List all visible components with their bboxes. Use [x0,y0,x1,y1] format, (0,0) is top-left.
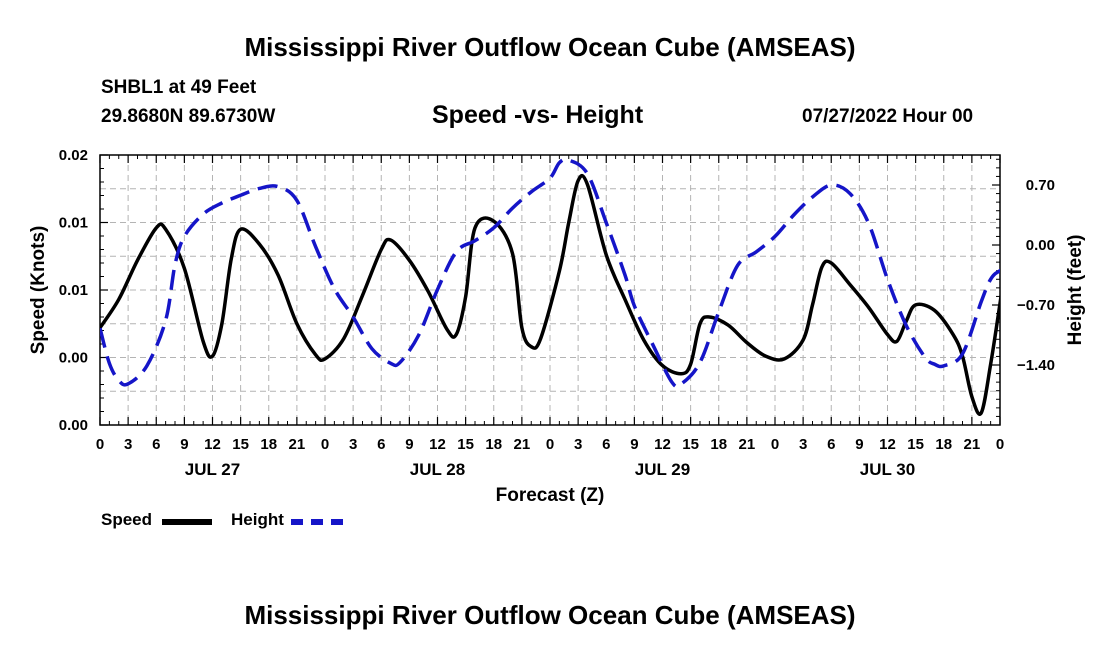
y-right-axis-label: Height (feet) [1065,235,1086,346]
y-right-tick-label: −1.40 [1017,357,1055,374]
x-tick-label: 0 [321,436,329,453]
y-right-tick-label: −0.70 [1017,297,1055,314]
x-tick-label: 18 [485,436,502,453]
date-label: JUL 29 [635,460,690,479]
chart-title: Speed -vs- Height [432,101,644,129]
page-title: Mississippi River Outflow Ocean Cube (AM… [244,32,856,62]
height-series-line [100,157,1000,389]
y-left-tick-label: 0.00 [59,417,88,434]
x-tick-label: 12 [654,436,671,453]
x-axis-label: Forecast (Z) [496,485,605,506]
footer-title: Mississippi River Outflow Ocean Cube (AM… [244,600,856,630]
legend-height-swatch [291,519,343,525]
date-label: JUL 28 [410,460,465,479]
x-tick-label: 15 [682,436,699,453]
date-label: JUL 27 [185,460,240,479]
legend-speed-swatch [162,519,212,525]
x-tick-label: 12 [879,436,896,453]
x-tick-label: 15 [907,436,924,453]
y-right-tick-label: 0.70 [1026,177,1055,194]
y-left-tick-label: 0.02 [59,147,88,164]
x-tick-label: 9 [855,436,863,453]
y-left-tick-label: 0.01 [59,215,88,232]
x-tick-label: 18 [260,436,277,453]
x-tick-label: 3 [574,436,582,453]
x-tick-label: 3 [124,436,132,453]
x-tick-label: 18 [710,436,727,453]
y-right-tick-label: 0.00 [1026,237,1055,254]
x-tick-label: 9 [630,436,638,453]
y-left-tick-label: 0.00 [59,350,88,367]
x-tick-label: 9 [405,436,413,453]
x-tick-label: 6 [602,436,610,453]
y-left-axis-label: Speed (Knots) [28,226,49,355]
x-tick-label: 12 [429,436,446,453]
x-tick-label: 0 [546,436,554,453]
x-tick-label: 6 [152,436,160,453]
x-tick-label: 6 [377,436,385,453]
legend-height-label: Height [231,510,284,529]
x-tick-label: 3 [799,436,807,453]
x-tick-label: 21 [739,436,756,453]
x-tick-label: 21 [964,436,981,453]
x-tick-label: 0 [996,436,1004,453]
date-label: JUL 30 [860,460,915,479]
x-tick-label: 9 [180,436,188,453]
speed-series-line [100,173,1000,416]
x-tick-label: 3 [349,436,357,453]
legend-speed-label: Speed [101,510,153,529]
x-tick-label: 15 [457,436,474,453]
station-label: SHBL1 at 49 Feet [101,77,257,98]
x-tick-label: 12 [204,436,221,453]
x-tick-label: 0 [96,436,104,453]
x-tick-label: 15 [232,436,249,453]
x-tick-label: 21 [289,436,306,453]
coordinates-label: 29.8680N 89.6730W [101,106,276,127]
y-left-tick-label: 0.01 [59,282,88,299]
x-tick-label: 6 [827,436,835,453]
datetime-label: 07/27/2022 Hour 00 [802,106,974,127]
x-tick-label: 0 [771,436,779,453]
x-tick-label: 18 [935,436,952,453]
x-tick-label: 21 [514,436,531,453]
